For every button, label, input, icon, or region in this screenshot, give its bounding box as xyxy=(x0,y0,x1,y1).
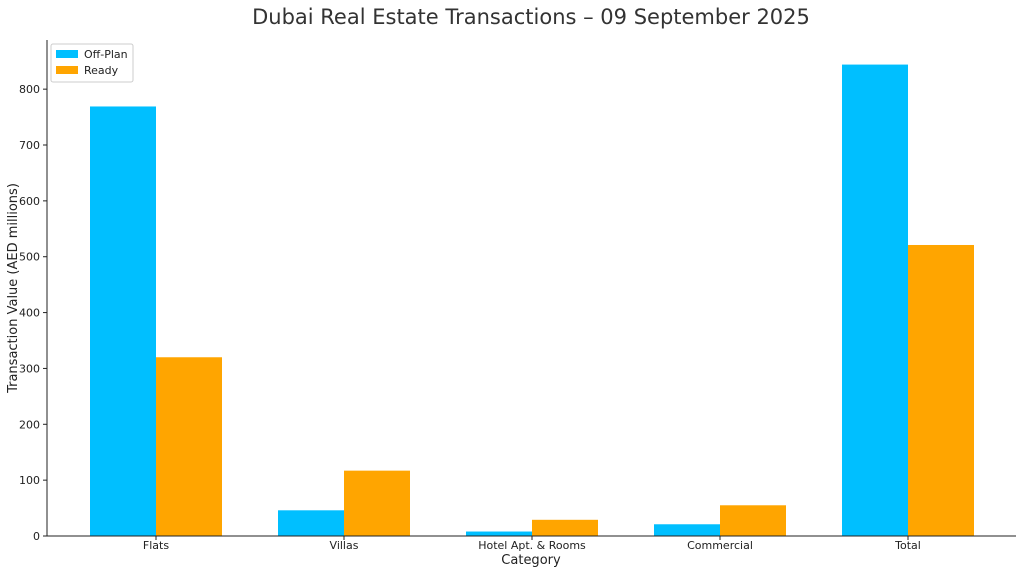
bar-off-plan-commercial xyxy=(654,524,720,536)
chart-title: Dubai Real Estate Transactions – 09 Sept… xyxy=(252,5,810,29)
legend-label-off-plan: Off-Plan xyxy=(84,48,128,61)
x-tick-label-flats: Flats xyxy=(143,539,169,552)
legend-label-ready: Ready xyxy=(84,64,119,77)
legend-swatch-ready xyxy=(56,66,78,74)
bars-group xyxy=(90,64,974,537)
bar-off-plan-villas xyxy=(278,510,344,536)
y-tick-label-600: 600 xyxy=(19,195,40,208)
y-axis-title: Transaction Value (AED millions) xyxy=(6,183,21,394)
y-tick-label-800: 800 xyxy=(19,83,40,96)
bar-off-plan-hotel-apt-rooms xyxy=(466,531,532,536)
y-tick-label-500: 500 xyxy=(19,251,40,264)
legend: Off-Plan Ready xyxy=(50,43,134,83)
bar-ready-flats xyxy=(156,357,222,536)
y-tick-label-0: 0 xyxy=(33,530,40,543)
y-tick-label-700: 700 xyxy=(19,139,40,152)
x-ticks-group: Flats Villas Hotel Apt. & Rooms Commercial T… xyxy=(143,536,921,552)
legend-swatch-off-plan xyxy=(56,50,78,58)
y-tick-label-200: 200 xyxy=(19,418,40,431)
y-ticks-group: 0 100 200 300 400 500 600 700 800 xyxy=(19,83,47,543)
bar-off-plan-total xyxy=(842,64,908,537)
bar-ready-hotel-apt-rooms xyxy=(532,519,598,536)
y-tick-label-300: 300 xyxy=(19,362,40,375)
x-tick-label-commercial: Commercial xyxy=(687,539,753,552)
x-tick-label-villas: Villas xyxy=(330,539,359,552)
bar-ready-total xyxy=(908,244,974,536)
bar-ready-commercial xyxy=(720,505,786,536)
x-tick-label-total: Total xyxy=(894,539,921,552)
x-tick-label-hotel-apt-rooms: Hotel Apt. & Rooms xyxy=(478,539,586,552)
x-axis-title: Category xyxy=(501,553,561,568)
bar-ready-villas xyxy=(344,470,410,536)
y-tick-label-400: 400 xyxy=(19,307,40,320)
y-tick-label-100: 100 xyxy=(19,474,40,487)
bar-off-plan-flats xyxy=(90,106,156,536)
